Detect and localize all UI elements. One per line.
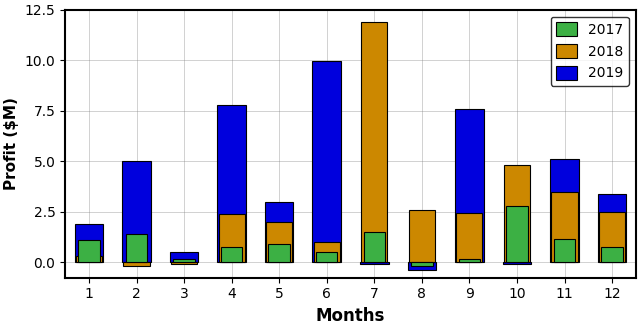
Bar: [599, 212, 625, 263]
Y-axis label: Profit ($M): Profit ($M): [4, 97, 19, 190]
Bar: [269, 244, 290, 263]
Bar: [122, 161, 151, 263]
Bar: [218, 214, 244, 263]
Bar: [364, 232, 385, 263]
Bar: [504, 165, 530, 263]
Bar: [170, 252, 198, 263]
Bar: [173, 259, 195, 263]
Bar: [126, 234, 147, 263]
Bar: [75, 224, 103, 263]
Bar: [316, 252, 337, 263]
Bar: [266, 222, 292, 263]
Bar: [456, 213, 483, 263]
Bar: [602, 247, 623, 263]
Bar: [218, 105, 246, 263]
Bar: [598, 194, 627, 263]
Legend: 2017, 2018, 2019: 2017, 2018, 2019: [550, 16, 629, 86]
Bar: [76, 256, 102, 263]
Bar: [411, 263, 433, 266]
Bar: [265, 202, 294, 263]
Bar: [502, 263, 531, 265]
Bar: [554, 239, 575, 263]
Bar: [221, 247, 243, 263]
Bar: [459, 259, 480, 263]
Bar: [361, 22, 387, 263]
Bar: [409, 210, 435, 263]
Bar: [455, 109, 484, 263]
Bar: [124, 263, 150, 266]
X-axis label: Months: Months: [316, 307, 385, 325]
Bar: [552, 191, 577, 263]
Bar: [506, 206, 527, 263]
Bar: [408, 263, 436, 270]
Bar: [550, 159, 579, 263]
Bar: [314, 242, 340, 263]
Bar: [360, 263, 388, 265]
Bar: [312, 61, 341, 263]
Bar: [171, 263, 197, 265]
Bar: [78, 240, 100, 263]
